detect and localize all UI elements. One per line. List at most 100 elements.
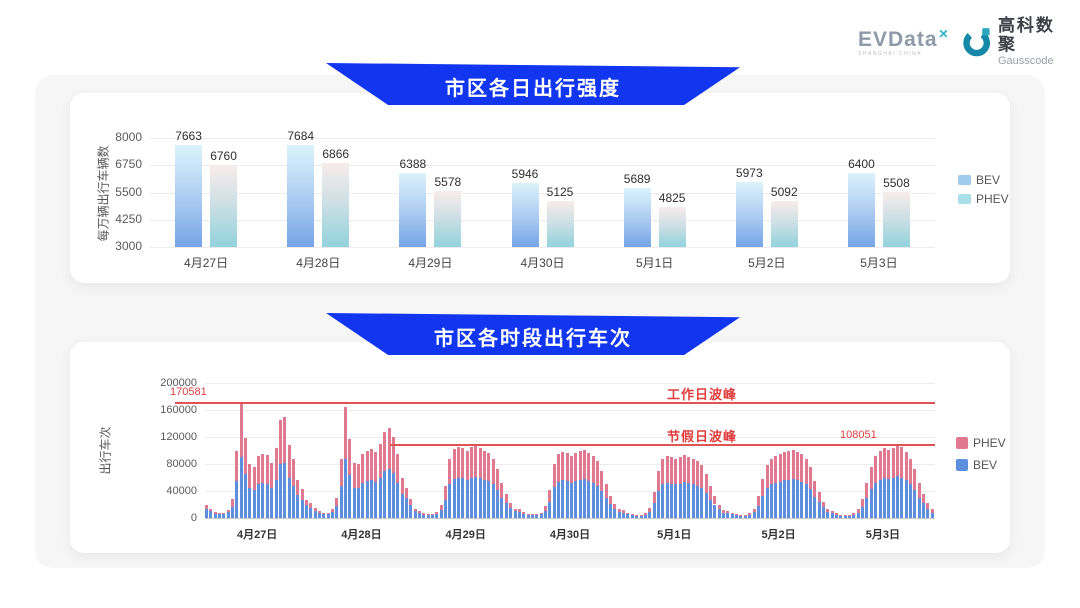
legend-item-bev[interactable]: BEV [956, 458, 1006, 472]
phev-bar-segment [774, 455, 778, 483]
bev-bar-segment [331, 511, 334, 518]
bev-bar-segment [443, 499, 447, 518]
bev-bar-segment [552, 486, 556, 518]
bev-bar-segment [239, 456, 243, 518]
phev-bar-segment [400, 477, 404, 494]
bev-bar-segment [513, 511, 517, 518]
phev-bar-segment [561, 451, 565, 481]
phev-bar-segment [274, 447, 278, 480]
legend-item-phev[interactable]: PHEV [956, 436, 1006, 450]
x-tick-label: 4月28日 [341, 529, 382, 541]
bev-bar-segment [743, 515, 747, 518]
phev-bar-segment [878, 450, 882, 480]
phev-bar-segment [331, 509, 334, 512]
bev-bar-segment [730, 513, 734, 518]
x-tick-label: 4月28日 [296, 256, 341, 270]
legend-item-bev[interactable]: BEV [958, 173, 1009, 187]
bev-bar-segment [626, 513, 630, 518]
bev-bar-segment [261, 482, 265, 518]
phev-bar-segment [417, 511, 421, 514]
legend-label: BEV [976, 173, 1001, 187]
y-tick-label: 200000 [160, 377, 197, 389]
bev-bar-segment [244, 474, 248, 518]
phev-bar-segment [222, 512, 226, 515]
bev-bar-segment [761, 495, 765, 518]
bev-bar-segment [478, 478, 482, 518]
bev-bar-segment [313, 511, 317, 518]
daily-intensity-chart-card: 每万辆出行车辆数 3000 4250 5500 6750 8000 4月27日 7663 67… [70, 93, 1010, 283]
phev-bar-segment [696, 460, 699, 486]
bev-bar-segment [604, 498, 608, 518]
bev-bar-segment [817, 501, 821, 518]
phev-bar-segment [726, 510, 730, 513]
phev-bar-segment [426, 513, 430, 516]
bev-bar-segment [252, 489, 256, 518]
phev-bar-segment [443, 485, 447, 500]
phev-bar [210, 165, 238, 247]
bev-bar-segment [826, 511, 830, 518]
bev-bar-segment [769, 484, 773, 518]
legend-item-phev[interactable]: PHEV [958, 192, 1009, 206]
chart2-title: 市区各时段出行车次 [434, 327, 632, 350]
phev-bar-segment [795, 451, 799, 481]
bev-bar-segment [804, 484, 808, 518]
bev-bar-segment [335, 505, 339, 518]
bev-bar-segment [543, 510, 547, 518]
phev-bar-segment [826, 508, 830, 512]
phev-bar-segment [930, 509, 934, 513]
phev-bar-segment [391, 437, 395, 474]
evdata-x-icon: ✕ [938, 26, 949, 41]
phev-bar-segment [539, 512, 543, 515]
bev-bar-segment [813, 497, 817, 518]
bev-bar-segment [856, 512, 860, 518]
bev-bar-segment [339, 485, 343, 518]
x-tick-label: 5月2日 [761, 529, 796, 541]
bev-bar-segment [300, 500, 304, 518]
phev-bar-segment [769, 458, 773, 485]
phev-bar-segment [261, 453, 265, 483]
phev-bar-segment [470, 447, 474, 478]
grid-line [150, 192, 935, 194]
phev-bar-segment [652, 492, 656, 504]
x-tick-label: 4月27日 [184, 256, 229, 270]
bev-bar-segment [522, 513, 526, 518]
phev-bar-segment [348, 439, 352, 475]
bev-bar-segment [491, 484, 495, 518]
bev-bar-segment [361, 482, 365, 518]
phev-bar-segment [496, 469, 500, 491]
phev-bar-segment [300, 488, 304, 501]
bev-bar-segment [231, 506, 235, 518]
phev-bar-segment [643, 513, 647, 515]
y-tick-label: 8000 [115, 130, 142, 144]
bev-bar-segment [404, 497, 408, 518]
chart1-title-banner: 市区各日出行强度 [326, 63, 740, 105]
phev-bar-segment [396, 453, 400, 483]
bev-bar-segment [465, 479, 469, 518]
bev-bar-segment [348, 474, 352, 518]
phev-bar-segment [235, 450, 239, 481]
gausscode-text: 高科数聚 Gausscode [997, 16, 1068, 67]
phev-bar-segment [921, 494, 925, 504]
evdata-wordmark: EVData [858, 27, 938, 51]
bev-bar-segment [504, 503, 508, 518]
phev-bar-segment [709, 485, 713, 500]
phev-bar-segment [461, 448, 465, 479]
gausscode-en-name: Gausscode [997, 54, 1054, 67]
phev-bar-segment [413, 508, 417, 512]
bev-bar-segment [617, 511, 621, 518]
phev-bar-segment [209, 508, 213, 512]
phev-bar-segment [630, 513, 634, 516]
chart1-title: 市区各日出行强度 [445, 77, 621, 100]
bev-bar-segment [682, 482, 686, 518]
bev-bar-segment [291, 485, 295, 518]
daily-intensity-chart: 3000 4250 5500 6750 8000 4月27日 7663 6760 4月28日 76… [70, 93, 1010, 283]
bev-bar-segment [209, 511, 213, 518]
phev-bar-segment [552, 464, 556, 487]
phev-bar-segment [283, 417, 287, 463]
phev-bar-segment [591, 455, 595, 483]
bev-bar-value: 6388 [399, 157, 427, 172]
bev-bar-segment [591, 482, 595, 518]
phev-bar-segment [213, 511, 217, 514]
bev-bar-segment [439, 509, 443, 518]
